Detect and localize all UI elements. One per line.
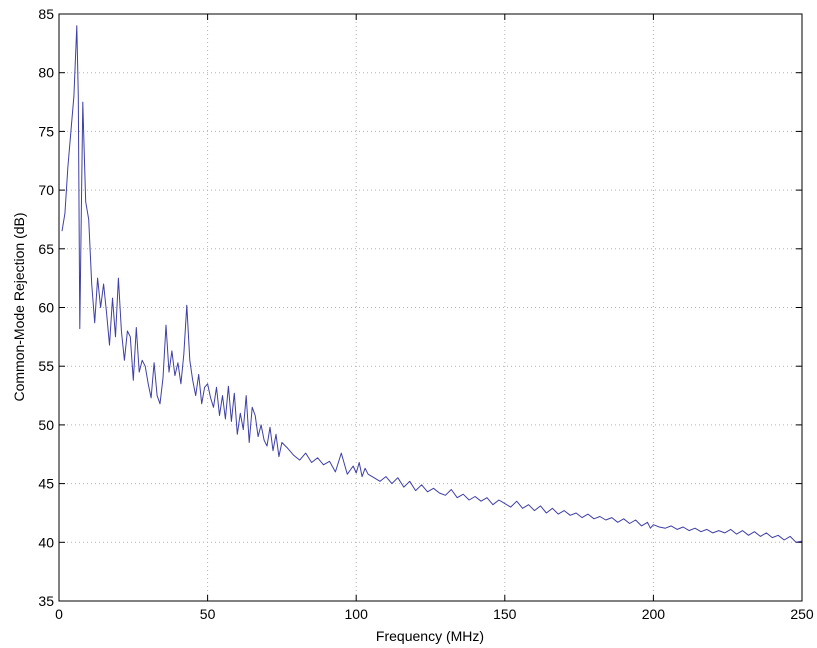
- x-axis-label: Frequency (MHz): [376, 628, 484, 644]
- y-tick-label: 50: [38, 417, 54, 433]
- plot-background: [59, 14, 802, 601]
- y-tick-label: 85: [38, 6, 54, 22]
- x-tick-label: 0: [55, 606, 63, 622]
- y-tick-label: 55: [38, 358, 54, 374]
- y-tick-label: 35: [38, 593, 54, 609]
- y-tick-label: 65: [38, 241, 54, 257]
- y-tick-label: 70: [38, 182, 54, 198]
- y-tick-label: 40: [38, 534, 54, 550]
- x-tick-label: 100: [345, 606, 369, 622]
- y-tick-labels: 35 40 45 50 55 60 65 70 75 80 85: [38, 6, 54, 609]
- cmr-series-line: [61, 25, 803, 543]
- y-tick-label: 45: [38, 476, 54, 492]
- x-tick-label: 150: [493, 606, 517, 622]
- y-tick-label: 60: [38, 300, 54, 316]
- x-tick-labels: 0 50 100 150 200 250: [55, 606, 814, 622]
- plot-frame: [58, 13, 803, 602]
- y-axis-label: Common-Mode Rejection (dB): [11, 212, 27, 401]
- y-tick-label: 75: [38, 123, 54, 139]
- x-tick-label: 250: [790, 606, 814, 622]
- x-tick-label: 50: [200, 606, 216, 622]
- x-tick-label: 200: [642, 606, 666, 622]
- y-tick-label: 80: [38, 65, 54, 81]
